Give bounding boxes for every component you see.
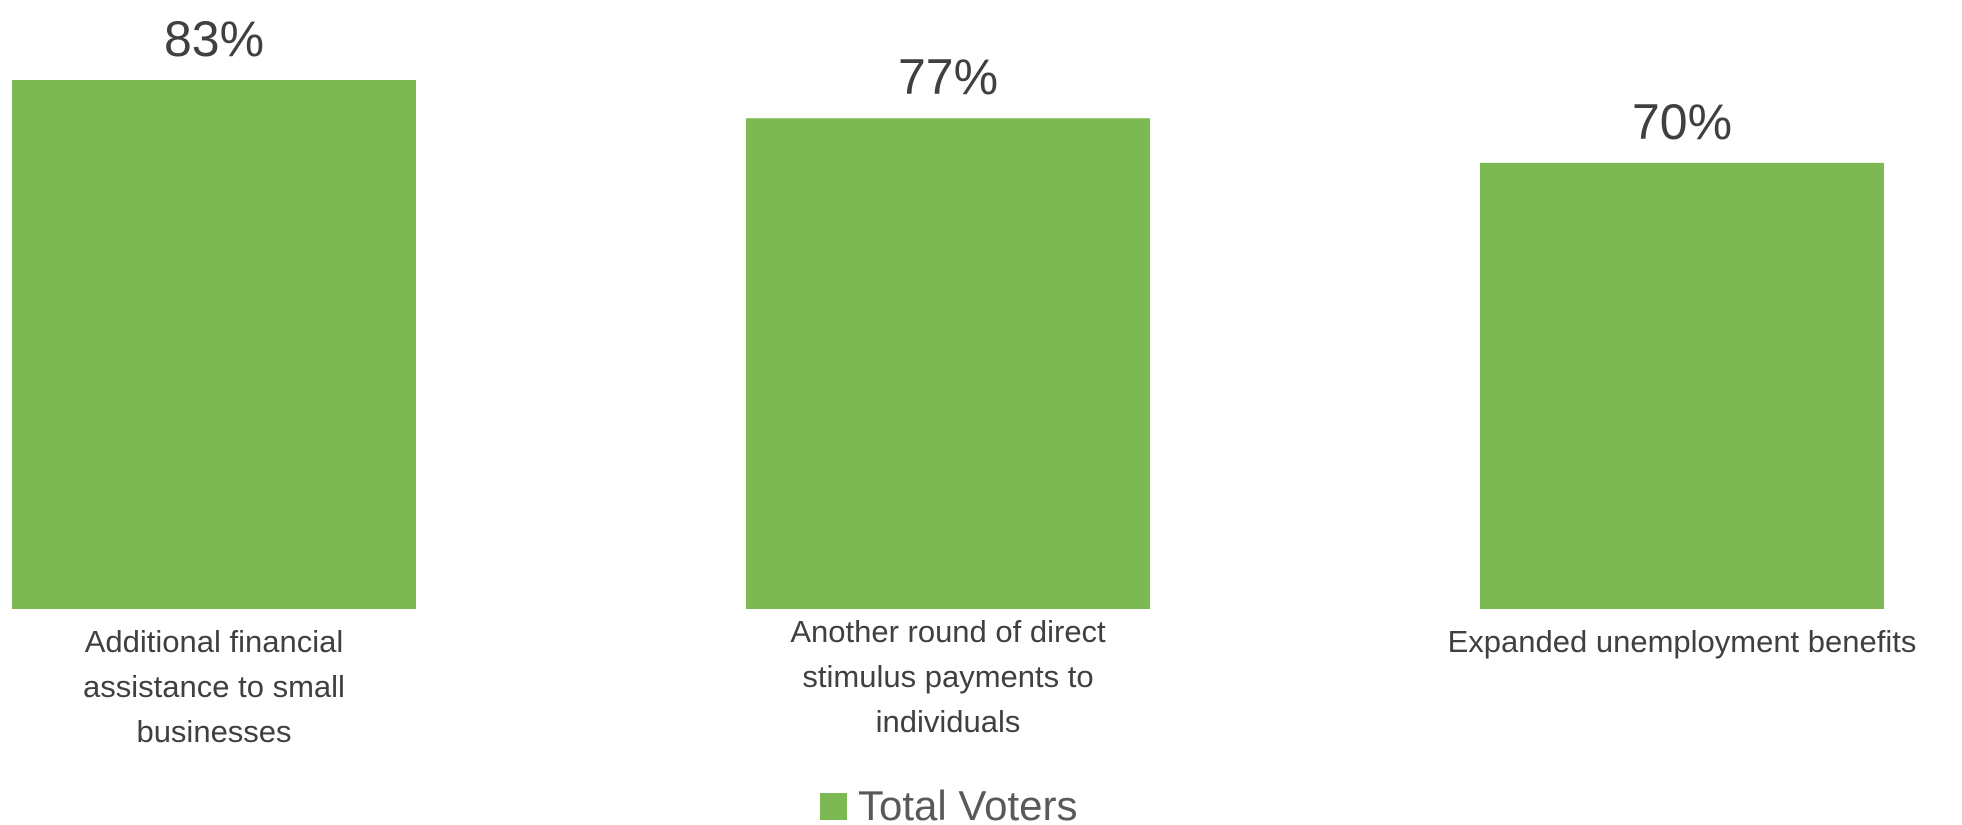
category-label-3-line-1: Expanded unemployment benefits — [1448, 624, 1917, 659]
value-label-3: 70% — [1632, 94, 1732, 150]
bar-2 — [746, 118, 1150, 609]
category-label-2-line-1: Another round of direct — [790, 614, 1106, 649]
category-label-1-line-1: Additional financial — [85, 624, 344, 659]
category-label-3: Expanded unemployment benefits — [1448, 624, 1917, 659]
value-label-1: 83% — [164, 11, 264, 67]
category-label-2-line-2: stimulus payments to — [802, 659, 1093, 694]
legend-label: Total Voters — [858, 782, 1077, 825]
category-labels-layer: Additional financial assistance to small b… — [83, 614, 1916, 749]
bar-3 — [1480, 162, 1884, 610]
value-label-2: 77% — [898, 49, 998, 105]
legend-swatch — [820, 793, 847, 820]
category-label-1-line-2: assistance to small — [83, 669, 345, 704]
category-label-2: Another round of direct stimulus payments… — [790, 614, 1106, 739]
category-label-1: Additional financial assistance to small b… — [83, 624, 345, 749]
category-label-1-line-3: businesses — [136, 714, 291, 749]
value-labels-layer: 83% 77% 70% — [164, 11, 1732, 150]
category-label-2-line-3: individuals — [876, 704, 1021, 739]
legend: Total Voters — [820, 782, 1077, 825]
bar-1 — [12, 80, 416, 609]
bars-layer — [12, 80, 1884, 610]
